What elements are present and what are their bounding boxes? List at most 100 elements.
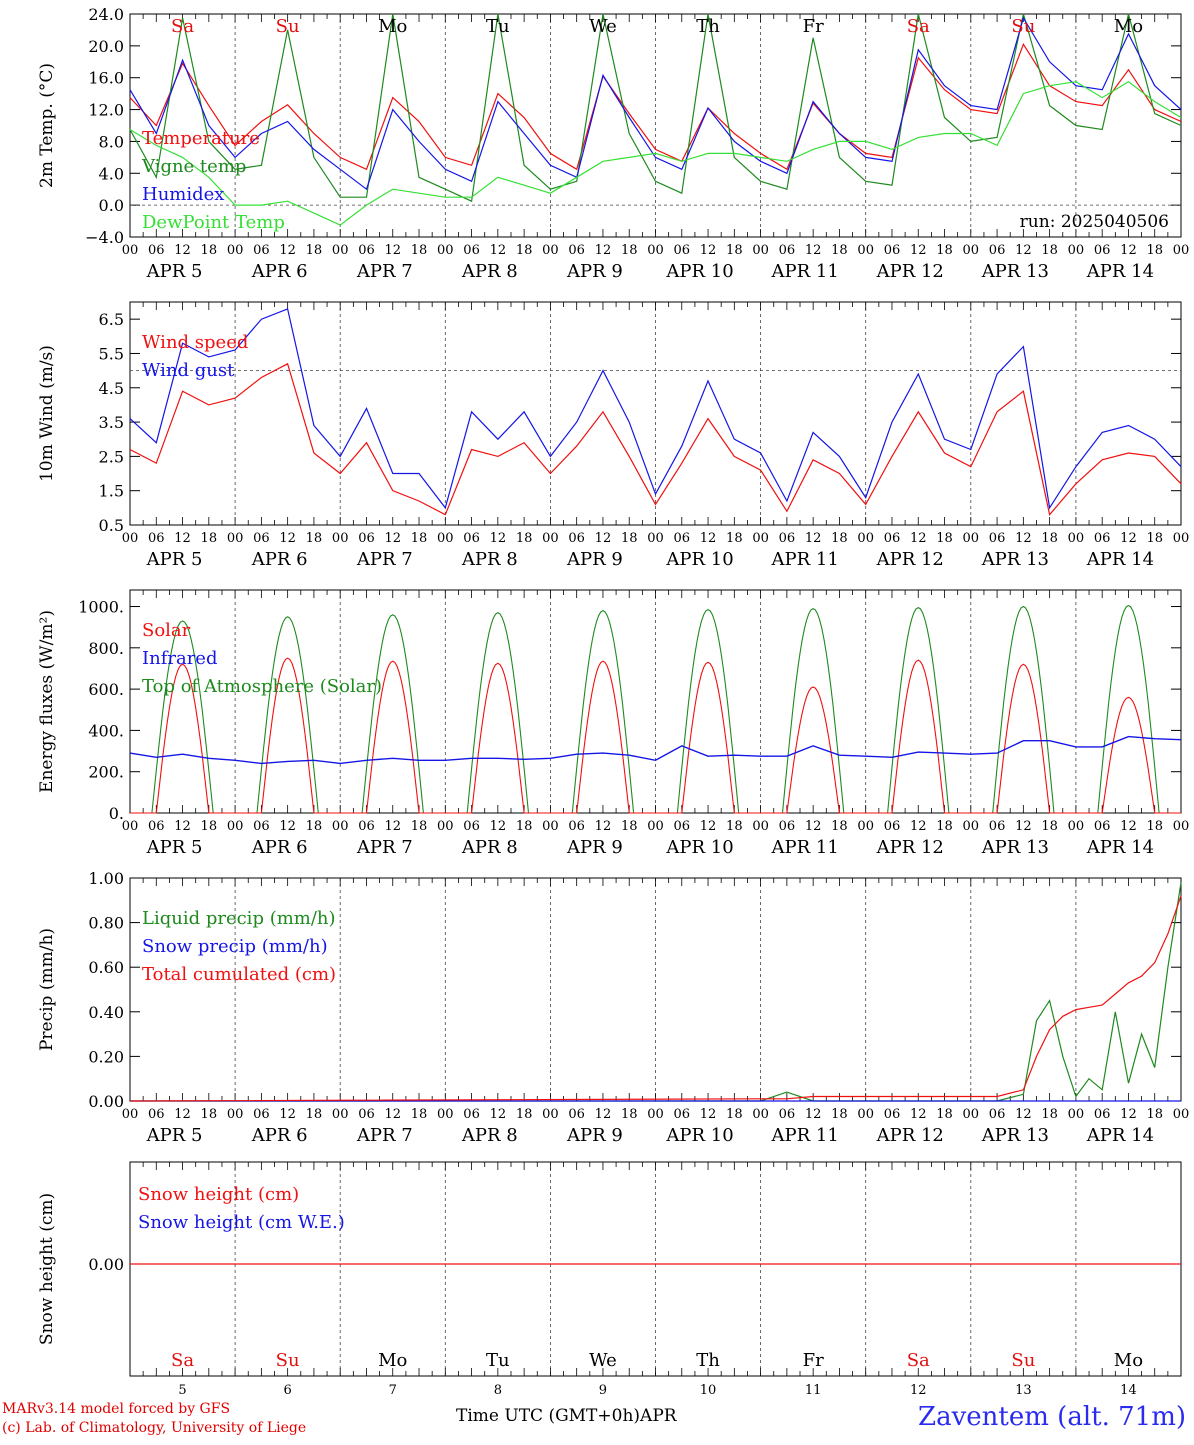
hour-tick-label: 12: [384, 243, 401, 258]
weekday-label: We: [589, 16, 617, 37]
weekday-label: Mo: [1114, 16, 1143, 37]
hour-tick-label: 00: [1173, 243, 1190, 258]
hour-tick-label: 12: [279, 1107, 296, 1122]
toa-solar-curve: [655, 608, 761, 814]
date-label: APR 10: [665, 549, 733, 570]
date-label: APR 9: [566, 1125, 623, 1146]
series-line-0: [129, 362, 1182, 517]
panel-temp: [129, 13, 1182, 238]
hour-tick-label: 06: [1094, 1107, 1111, 1122]
hour-tick-label: 00: [752, 243, 769, 258]
date-label: APR 8: [461, 549, 518, 570]
hour-tick-label: 18: [516, 1107, 533, 1122]
day-number-label: 13: [1015, 1383, 1032, 1398]
date-label: APR 12: [876, 549, 944, 570]
y-tick-label: 200.: [88, 763, 124, 782]
weekday-label: Mo: [378, 1350, 407, 1371]
y-tick-label: 24.0: [88, 5, 124, 24]
hour-tick-label: 12: [174, 243, 191, 258]
hour-tick-label: 06: [568, 243, 585, 258]
x-axis-month: APR: [640, 1406, 677, 1426]
weekday-label: Tu: [486, 1350, 510, 1371]
y-tick-label: 1000.: [78, 598, 124, 617]
y-tick-label: 0.20: [88, 1047, 124, 1066]
hour-tick-label: 12: [279, 243, 296, 258]
y-tick-label: 16.0: [88, 69, 124, 88]
solar-curve: [655, 661, 761, 814]
hour-tick-label: 12: [595, 243, 612, 258]
hour-tick-label: 00: [542, 243, 559, 258]
hour-tick-label: 18: [726, 1107, 743, 1122]
weekday-label: Sa: [907, 1350, 930, 1371]
hour-tick-label: 18: [201, 531, 218, 546]
hour-tick-label: 00: [647, 1107, 664, 1122]
y-axis-label: 10m Wind (m/s): [37, 345, 57, 482]
hour-tick-label: 06: [358, 819, 375, 834]
hour-tick-label: 00: [542, 531, 559, 546]
hour-tick-label: 06: [148, 243, 165, 258]
y-tick-label: 3.5: [99, 413, 124, 432]
hour-tick-label: 18: [1146, 1107, 1163, 1122]
panel-snow: [129, 1161, 1182, 1377]
hour-tick-label: 06: [1094, 819, 1111, 834]
hour-tick-label: 06: [989, 819, 1006, 834]
hour-tick-label: 12: [910, 1107, 927, 1122]
hour-tick-label: 06: [884, 243, 901, 258]
hour-tick-label: 00: [1068, 819, 1085, 834]
hour-tick-label: 00: [963, 819, 980, 834]
hour-tick-label: 12: [1015, 531, 1032, 546]
weekday-label: Su: [1011, 16, 1035, 37]
hour-tick-label: 18: [831, 1107, 848, 1122]
hour-tick-label: 00: [857, 1107, 874, 1122]
hour-tick-label: 00: [963, 531, 980, 546]
day-number-label: 14: [1120, 1383, 1137, 1398]
date-label: APR 7: [356, 837, 413, 858]
hour-tick-label: 12: [490, 1107, 507, 1122]
hour-tick-label: 06: [674, 243, 691, 258]
day-number-label: 11: [805, 1383, 822, 1398]
hour-tick-label: 12: [805, 243, 822, 258]
y-tick-label: 12.0: [88, 101, 124, 120]
hour-tick-label: 18: [831, 819, 848, 834]
date-label: APR 11: [771, 1125, 839, 1146]
hour-tick-label: 12: [910, 243, 927, 258]
weekday-label: We: [589, 1350, 617, 1371]
weekday-label: Fr: [803, 16, 824, 37]
date-label: APR 5: [146, 549, 203, 570]
hour-tick-label: 06: [779, 819, 796, 834]
hour-tick-label: 12: [1120, 1107, 1137, 1122]
hour-tick-label: 06: [253, 1107, 270, 1122]
x-axis-title: Time UTC (GMT+0h): [456, 1406, 641, 1426]
panel-energy: [129, 589, 1182, 814]
hour-tick-label: 12: [384, 1107, 401, 1122]
plot-frame: [129, 589, 1182, 814]
y-tick-label: 1.00: [88, 869, 124, 888]
hour-tick-label: 18: [621, 243, 638, 258]
hour-tick-label: 12: [595, 1107, 612, 1122]
y-tick-label: 0.00: [88, 1255, 124, 1274]
legend-entry: Top of Atmosphere (Solar): [142, 676, 382, 697]
x-axis-label: Time UTC (GMT+0h)APR: [456, 1406, 677, 1426]
hour-tick-label: 18: [411, 243, 428, 258]
panel-precip: [129, 877, 1182, 1102]
hour-tick-label: 12: [384, 531, 401, 546]
y-tick-label: 4.0: [99, 164, 124, 183]
hour-tick-label: 06: [989, 243, 1006, 258]
date-label: APR 11: [771, 549, 839, 570]
date-label: APR 10: [665, 837, 733, 858]
hour-tick-label: 12: [595, 531, 612, 546]
hour-tick-label: 12: [1120, 243, 1137, 258]
hour-tick-label: 00: [122, 1107, 139, 1122]
hour-tick-label: 00: [1173, 531, 1190, 546]
hour-tick-label: 06: [674, 531, 691, 546]
hour-tick-label: 00: [857, 531, 874, 546]
hour-tick-label: 06: [463, 1107, 480, 1122]
y-tick-label: 2.5: [99, 447, 124, 466]
hour-tick-label: 12: [700, 243, 717, 258]
solar-curve: [970, 663, 1076, 814]
hour-tick-label: 18: [201, 1107, 218, 1122]
hour-tick-label: 06: [674, 1107, 691, 1122]
hour-tick-label: 18: [936, 819, 953, 834]
hour-tick-label: 00: [122, 531, 139, 546]
y-tick-label: 1.5: [99, 482, 124, 501]
